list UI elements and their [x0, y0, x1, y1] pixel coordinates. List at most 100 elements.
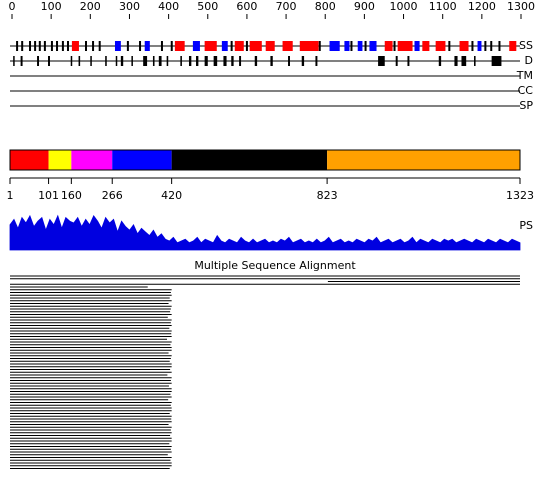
- disorder: [188, 56, 192, 66]
- ss-mark: [230, 41, 233, 51]
- ruler-label: 200: [80, 0, 101, 13]
- ss-mark: [318, 41, 321, 51]
- strand: [344, 41, 350, 51]
- ss-mark: [16, 41, 19, 51]
- helix: [299, 41, 319, 51]
- ss-mark: [471, 41, 474, 51]
- boundary-label: 420: [161, 189, 182, 202]
- strand: [144, 41, 150, 51]
- ss-mark: [126, 41, 129, 51]
- ss-mark: [61, 41, 64, 51]
- disorder: [166, 56, 169, 66]
- disorder: [213, 56, 218, 66]
- helix: [174, 41, 185, 51]
- track-label: SS: [519, 39, 533, 52]
- disorder: [152, 56, 155, 66]
- ss-mark: [448, 41, 451, 51]
- boundary-label: 1323: [506, 189, 534, 202]
- disorder: [438, 56, 442, 66]
- disorder: [301, 56, 305, 66]
- ss-mark: [21, 41, 24, 51]
- ss-mark: [364, 41, 367, 51]
- ruler-label: 900: [354, 0, 375, 13]
- helix: [204, 41, 217, 51]
- ss-mark: [50, 41, 53, 51]
- helix: [397, 41, 413, 51]
- ss-mark: [490, 41, 493, 51]
- disorder: [407, 56, 410, 66]
- ruler-label: 100: [41, 0, 62, 13]
- ruler-label: 1200: [468, 0, 496, 13]
- helix: [265, 41, 275, 51]
- ruler-label: 700: [276, 0, 297, 13]
- disorder: [90, 56, 92, 66]
- disorder: [474, 56, 476, 66]
- ruler-label: 400: [158, 0, 179, 13]
- ss-mark: [98, 41, 101, 51]
- ss-mark: [498, 41, 501, 51]
- helix: [71, 41, 79, 51]
- boundary-label: 160: [61, 189, 82, 202]
- ss-mark: [245, 41, 248, 51]
- ss-mark: [56, 41, 59, 51]
- disorder: [378, 56, 385, 66]
- ss-mark: [484, 41, 487, 51]
- track-label: D: [525, 54, 533, 67]
- disorder: [270, 56, 273, 66]
- strand: [414, 41, 420, 51]
- domain: [327, 150, 520, 170]
- ruler-label: 800: [315, 0, 336, 13]
- domain-border: [9, 149, 521, 171]
- ss-mark: [34, 41, 37, 51]
- strand: [357, 41, 363, 51]
- ss-mark: [29, 41, 32, 51]
- helix: [384, 41, 393, 51]
- track-label: CC: [518, 84, 534, 97]
- disorder: [231, 56, 234, 66]
- ruler-label: 1300: [507, 0, 535, 13]
- strand: [114, 41, 121, 51]
- helix: [249, 41, 262, 51]
- alignment-title: Multiple Sequence Alignment: [194, 259, 356, 272]
- disorder: [180, 56, 182, 66]
- domain: [48, 150, 72, 170]
- disorder: [70, 56, 73, 66]
- ss-mark: [38, 41, 41, 51]
- disorder: [158, 56, 162, 66]
- strand: [192, 41, 200, 51]
- helix: [435, 41, 446, 51]
- ss-mark: [160, 41, 163, 51]
- disorder: [13, 56, 15, 66]
- domain: [10, 150, 49, 170]
- ss-mark: [43, 41, 46, 51]
- disorder: [223, 56, 227, 66]
- disorder: [20, 56, 23, 66]
- ruler-label: 0: [9, 0, 16, 13]
- boundary-label: 101: [38, 189, 59, 202]
- ruler-label: 1100: [429, 0, 457, 13]
- ruler-label: 1000: [390, 0, 418, 13]
- disorder: [37, 56, 40, 66]
- track-label: TM: [516, 69, 533, 82]
- ruler-label: 500: [197, 0, 218, 13]
- boundary-label: 266: [102, 189, 123, 202]
- boundary-label: 1: [7, 189, 14, 202]
- domain: [71, 150, 113, 170]
- ps-profile: [9, 214, 521, 251]
- disorder: [105, 56, 107, 66]
- helix: [422, 41, 430, 51]
- disorder: [131, 56, 133, 66]
- ruler-label: 300: [119, 0, 140, 13]
- ss-mark: [92, 41, 95, 51]
- disorder: [454, 56, 458, 66]
- track-label: SP: [519, 99, 533, 112]
- strand: [369, 41, 377, 51]
- disorder: [48, 56, 50, 66]
- helix: [509, 41, 517, 51]
- disorder: [491, 56, 502, 66]
- disorder: [120, 56, 124, 66]
- boundary-label: 823: [317, 189, 338, 202]
- disorder: [315, 56, 318, 66]
- helix: [459, 41, 469, 51]
